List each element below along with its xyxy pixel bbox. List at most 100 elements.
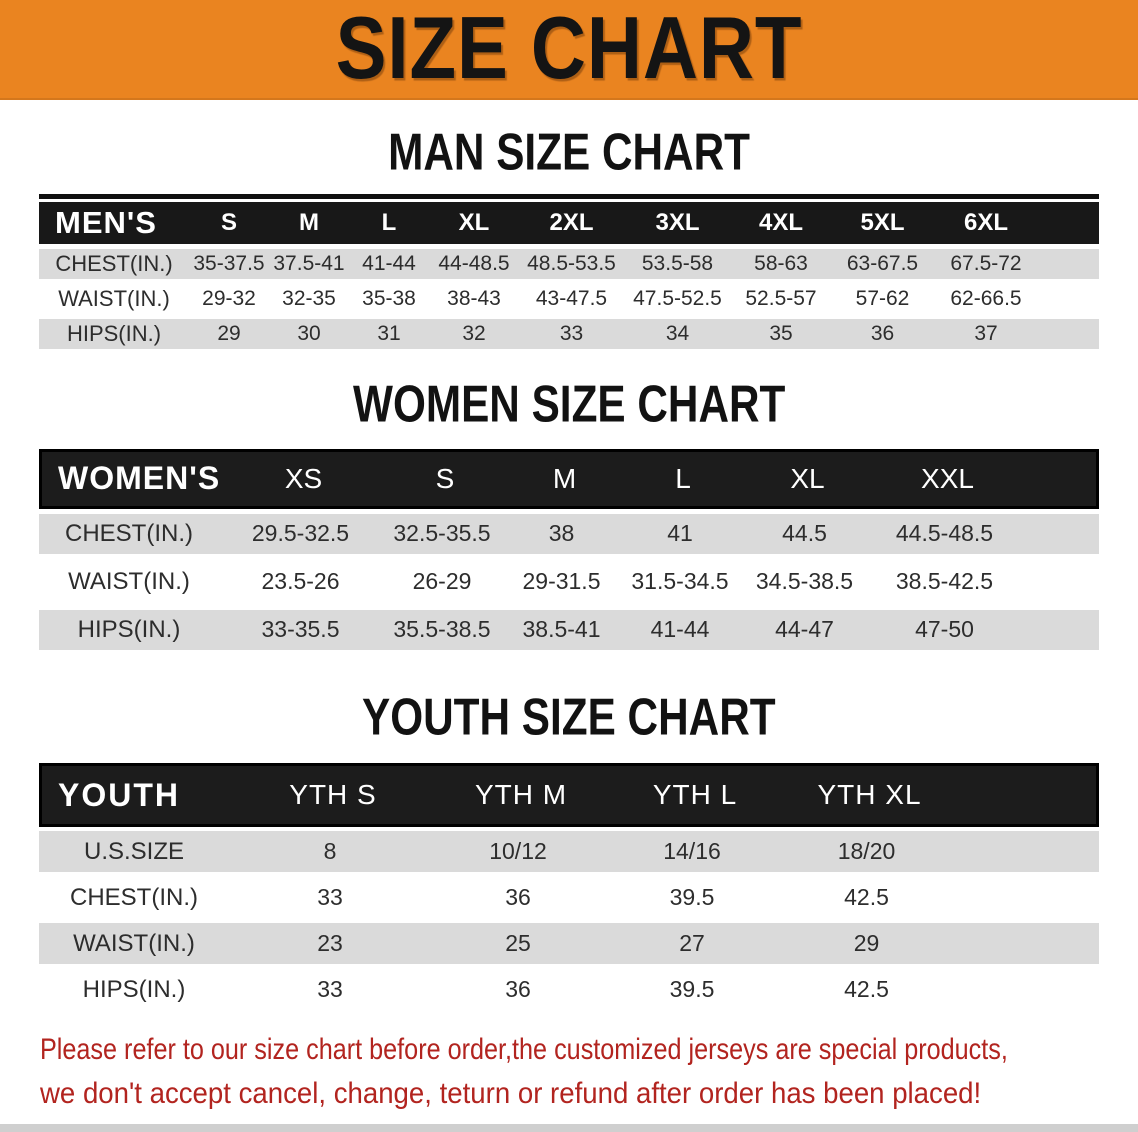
men-size-table: MEN'S S M L XL 2XL 3XL 4XL 5XL 6XL	[39, 194, 1099, 350]
youth-value-cell: 42.5	[844, 884, 889, 911]
women-table-row: WAIST(IN.) 23.5-26 26-29 29-31.5 31.5-34…	[39, 561, 1099, 602]
women-table-header-row: WOMEN'S XS S M L XL XXL	[39, 448, 1099, 509]
youth-value-cell: 18/20	[837, 838, 896, 865]
youth-value-cell: 14/16	[663, 838, 721, 865]
men-value-cell: 43-47.5	[535, 287, 608, 311]
men-value-cell: 35-37.5	[193, 252, 265, 276]
men-value-cell: 53.5-58	[641, 252, 714, 276]
women-value-cell: 47-50	[915, 616, 974, 643]
youth-table-header-row: YOUTH YTH S YTH M YTH L YTH XL	[39, 763, 1099, 828]
youth-row-label: U.S.SIZE	[83, 837, 185, 865]
youth-value-cell: 39.5	[669, 884, 715, 911]
women-value-cell: 35.5-38.5	[393, 616, 491, 643]
men-value-cell: 30	[297, 322, 321, 346]
women-value-cell: 44-47	[775, 616, 834, 643]
women-heading-text: WOMEN SIZE CHART	[352, 374, 786, 433]
youth-table-row: CHEST(IN.) 33 36 39.5 42.5	[39, 877, 1099, 919]
men-row-label: CHEST(IN.)	[55, 251, 173, 277]
women-value-cell: 31.5-34.5	[631, 568, 729, 595]
women-row-label: HIPS(IN.)	[77, 615, 181, 643]
youth-value-cell: 10/12	[489, 838, 547, 865]
disclaimer: Please refer to our size chart before or…	[0, 1028, 1138, 1116]
men-value-cell: 35	[769, 322, 793, 346]
youth-table-body: U.S.SIZE 8 10/12 14/16 18/20 CHEST(IN.)	[39, 831, 1099, 1011]
youth-value-cell: 42.5	[844, 976, 889, 1003]
men-table-body: CHEST(IN.) 35-37.5 37.5-41 41-44 44-48.5…	[39, 249, 1099, 350]
men-value-cell: 48.5-53.5	[527, 252, 616, 276]
men-section-heading: MAN SIZE CHART	[0, 122, 1138, 181]
men-value-cell: 32	[462, 322, 486, 346]
women-value-cell: 29-31.5	[522, 568, 601, 595]
women-size-table: WOMEN'S XS S M L XL XXL CHEST(IN.)	[39, 448, 1099, 650]
women-row-label: WAIST(IN.)	[68, 567, 190, 595]
men-value-cell: 63-67.5	[846, 252, 919, 276]
men-value-cell: 57-62	[855, 287, 910, 311]
women-value-cell: 38.5-41	[522, 616, 601, 643]
men-size-header-cell: 6XL	[963, 209, 1008, 237]
men-table-header-row: MEN'S S M L XL 2XL 3XL 4XL 5XL 6XL	[39, 202, 1099, 245]
men-size-header-cell: 2XL	[549, 209, 594, 237]
women-value-cell: 34.5-38.5	[755, 568, 854, 595]
women-size-header-cell: M	[552, 462, 577, 494]
women-section-heading: WOMEN SIZE CHART	[0, 374, 1138, 433]
women-value-cell: 41	[667, 520, 693, 547]
women-size-header-cell: S	[435, 462, 455, 494]
women-row-label: CHEST(IN.)	[65, 519, 193, 547]
men-value-cell: 35-38	[362, 287, 416, 311]
youth-value-cell: 25	[505, 930, 531, 957]
women-value-cell: 38	[548, 520, 575, 547]
men-row-label: WAIST(IN.)	[58, 286, 170, 312]
men-value-cell: 58-63	[754, 252, 808, 276]
men-heading-text: MAN SIZE CHART	[388, 122, 750, 181]
men-size-header-cell: 3XL	[655, 209, 700, 237]
youth-value-cell: 29	[853, 930, 880, 957]
men-value-cell: 52.5-57	[745, 287, 817, 311]
men-value-cell: 41-44	[362, 252, 416, 276]
youth-table-row: HIPS(IN.) 33 36 39.5 42.5	[39, 969, 1099, 1011]
men-value-cell: 31	[377, 322, 401, 346]
men-value-cell: 37.5-41	[273, 252, 345, 276]
youth-heading-text: YOUTH SIZE CHART	[362, 687, 776, 746]
youth-size-table: YOUTH YTH S YTH M YTH L YTH XL U.S.SIZE …	[39, 763, 1099, 1011]
men-size-header-cell: L	[381, 209, 397, 237]
men-value-cell: 62-66.5	[950, 287, 1022, 311]
disclaimer-line-1: Please refer to our size chart before or…	[40, 1033, 1008, 1067]
men-value-cell: 47.5-52.5	[633, 287, 722, 311]
men-value-cell: 44-48.5	[438, 252, 510, 276]
women-size-header-cell: L	[675, 462, 691, 494]
men-value-cell: 29	[217, 322, 241, 346]
women-table-row: HIPS(IN.) 33-35.5 35.5-38.5 38.5-41 41-4…	[39, 609, 1099, 650]
men-value-cell: 38-43	[447, 287, 501, 311]
women-value-cell: 44.5-48.5	[895, 520, 994, 547]
men-table-row: CHEST(IN.) 35-37.5 37.5-41 41-44 44-48.5…	[39, 249, 1099, 280]
women-value-cell: 23.5-26	[261, 568, 340, 595]
youth-size-header-cell: YTH M	[474, 779, 568, 811]
men-size-header-cell: S	[220, 209, 237, 237]
women-table-body: CHEST(IN.) 29.5-32.5 32.5-35.5 38 41 44.…	[39, 513, 1099, 650]
women-value-cell: 26-29	[412, 568, 472, 595]
youth-table-row: U.S.SIZE 8 10/12 14/16 18/20	[39, 831, 1099, 873]
women-value-cell: 44.5	[782, 520, 827, 547]
men-size-header-cell: 5XL	[860, 209, 905, 237]
youth-row-label: HIPS(IN.)	[82, 975, 186, 1003]
women-size-header-cell: XXL	[921, 462, 974, 494]
men-value-cell: 33	[559, 322, 584, 346]
women-table-corner-label: WOMEN'S	[58, 460, 221, 497]
women-table-row: CHEST(IN.) 29.5-32.5 32.5-35.5 38 41 44.…	[39, 513, 1099, 554]
youth-size-header-cell: YTH XL	[817, 779, 922, 811]
women-size-header-cell: XL	[790, 462, 825, 494]
youth-value-cell: 27	[679, 930, 705, 957]
men-row-label: HIPS(IN.)	[66, 321, 162, 347]
men-size-header-cell: XL	[458, 209, 490, 237]
size-chart-banner: SIZE CHART	[0, 0, 1138, 100]
men-value-cell: 36	[870, 322, 895, 346]
women-value-cell: 41-44	[650, 616, 710, 643]
youth-value-cell: 33	[317, 976, 343, 1003]
men-size-header-cell: M	[299, 209, 319, 237]
men-value-cell: 32-35	[282, 287, 336, 311]
youth-value-cell: 23	[317, 930, 343, 957]
women-value-cell: 29.5-32.5	[251, 520, 350, 547]
youth-section-heading: YOUTH SIZE CHART	[0, 687, 1138, 746]
youth-row-label: CHEST(IN.)	[70, 883, 198, 911]
